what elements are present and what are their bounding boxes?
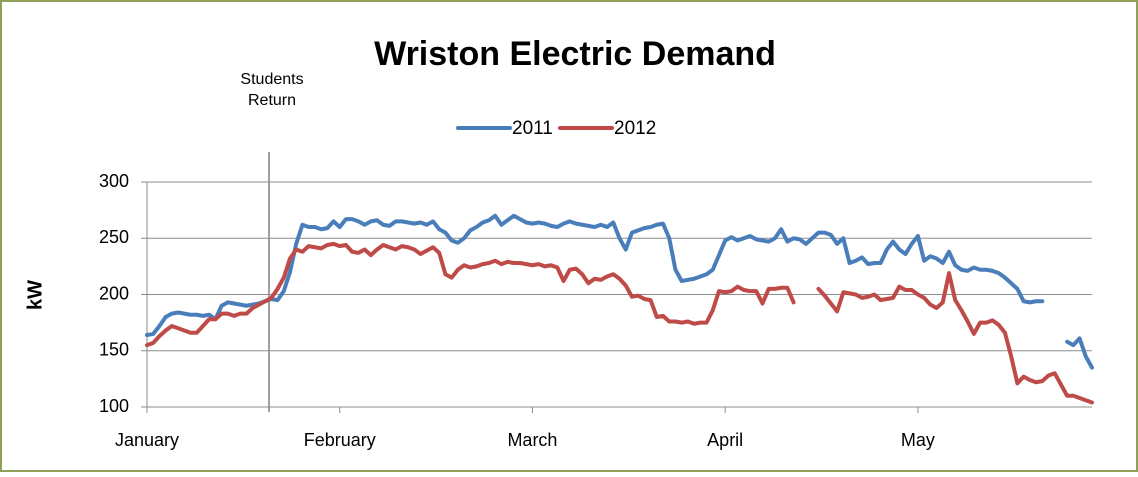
x-tick-label: May bbox=[901, 430, 935, 450]
legend-label: 2011 bbox=[512, 118, 553, 139]
data-line bbox=[1065, 336, 1094, 370]
x-tick-label: April bbox=[707, 430, 743, 450]
x-tick-label: January bbox=[115, 430, 179, 450]
legend-label: 2012 bbox=[614, 118, 656, 139]
y-axis-label: kW bbox=[24, 280, 46, 310]
y-tick-label: 250 bbox=[99, 227, 129, 247]
y-tick-label: 150 bbox=[99, 340, 129, 360]
annotation: Return bbox=[248, 92, 296, 109]
x-tick-label: March bbox=[507, 430, 557, 450]
y-tick-label: 300 bbox=[99, 171, 129, 191]
data-line bbox=[145, 213, 1045, 337]
annotation: Students bbox=[240, 71, 303, 88]
data-line bbox=[816, 271, 1094, 405]
y-tick-label: 200 bbox=[99, 283, 129, 303]
data-line bbox=[145, 241, 796, 348]
chart-title: Wriston Electric Demand bbox=[374, 35, 776, 73]
y-tick-label: 100 bbox=[99, 396, 129, 416]
x-tick-label: February bbox=[304, 430, 376, 450]
